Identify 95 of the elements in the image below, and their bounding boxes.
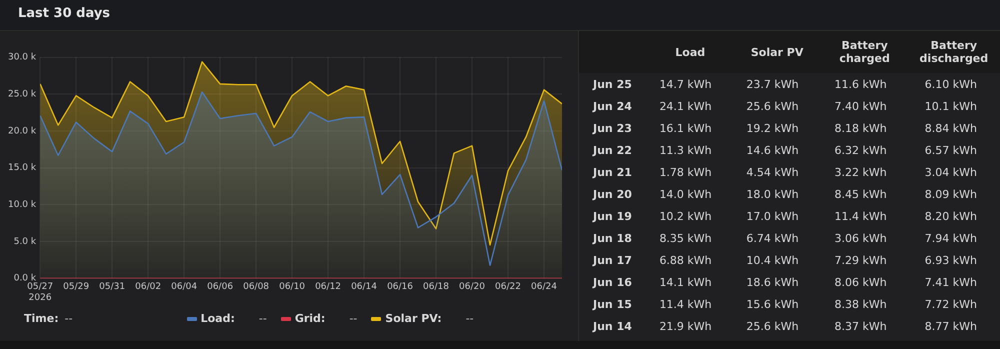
data-label: 19.2 kWh [745,120,800,136]
category-label: Jun 15 [591,296,633,312]
x-tick-label: 05/27 2026 [27,282,54,303]
data-label: 8.06 kWh [834,274,888,290]
data-label: 8.77 kWh [924,318,978,334]
legend-label: Grid: [294,312,326,325]
category-label: Jun 18 [591,230,633,246]
y-tick-label: 15.0 k [8,163,37,174]
text: Time: [24,312,59,325]
y-tick-label: 5.0 k [14,236,37,247]
data-label: 6.74 kWh [745,230,800,246]
data-label: 8.18 kWh [834,120,888,136]
data-label: 15.6 kWh [745,296,800,312]
x-tick-label: 06/18 [423,282,450,292]
data-label: 23.7 kWh [745,76,800,92]
data-label: 11.3 kWh [658,142,713,158]
text: Battery charged [838,38,891,67]
data-label: 8.09 kWh [924,186,978,202]
data-label: 8.84 kWh [924,120,978,136]
data-label: 7.40 kWh [834,98,888,114]
data-label: 11.6 kWh [834,76,888,92]
data-label: 3.22 kWh [834,164,888,180]
data-label: 6.32 kWh [834,142,888,158]
category-label: Jun 19 [591,208,633,224]
data-label: 7.72 kWh [924,296,978,312]
category-label: Jun 25 [591,76,633,92]
text: Solar PV [750,44,804,60]
data-label: 7.29 kWh [834,252,888,268]
text: Load [674,44,706,60]
y-tick-label: 30.0 k [8,52,37,63]
data-label: 14.0 kWh [658,186,713,202]
data-label: 25.6 kWh [745,318,800,334]
legend-label: Solar PV: [385,312,442,325]
data-label: 8.37 kWh [834,318,888,334]
x-tick-label: 05/31 [99,282,126,292]
data-label: 10.2 kWh [658,208,713,224]
data-label: 8.20 kWh [924,208,978,224]
data-label: 4.54 kWh [745,164,800,180]
data-label: 7.41 kWh [924,274,978,290]
y-tick-label: 25.0 k [8,90,37,100]
text: -- [466,312,474,325]
y-tick-label: 0.0 k [14,274,37,284]
x-tick-label: 06/20 [459,282,486,292]
x-tick-label: 06/06 [207,282,234,292]
data-label: 14.1 kWh [658,274,713,290]
data-label: 11.4 kWh [834,208,888,224]
data-label: 3.06 kWh [834,230,888,246]
data-label: 14.7 kWh [658,76,713,92]
data-label: 6.10 kWh [924,76,978,92]
data-label: 10.1 kWh [924,98,978,114]
data-label: 6.57 kWh [924,142,978,158]
x-tick-label: 06/12 [315,282,342,292]
x-tick-label: 06/04 [171,282,198,292]
category-label: Jun 17 [591,252,633,268]
x-tick-label: 06/14 [351,282,378,292]
data-label: 7.94 kWh [924,230,978,246]
legend-label: Load: [200,312,235,325]
text: Battery discharged [918,38,990,67]
data-label: 3.04 kWh [924,164,978,180]
x-tick-label: 06/24 [531,282,558,292]
data-label: 18.6 kWh [745,274,800,290]
data-label: 8.35 kWh [658,230,713,246]
category-label: Jun 20 [591,186,633,202]
data-label: 6.88 kWh [658,252,713,268]
data-label: 17.0 kWh [745,208,800,224]
category-label: Jun 16 [591,274,633,290]
data-label: 6.93 kWh [924,252,978,268]
y-tick-label: 10.0 k [8,200,37,210]
data-label: 24.1 kWh [658,98,713,114]
data-label: 1.78 kWh [658,164,713,180]
chart-title: Last 30 days [18,6,110,21]
data-label: 10.4 kWh [745,252,800,268]
data-label: 11.4 kWh [658,296,713,312]
data-label: 21.9 kWh [658,318,713,334]
x-tick-label: 06/22 [495,282,521,292]
category-label: Jun 23 [591,120,633,136]
x-tick-label: 06/08 [243,282,270,292]
data-label: 18.0 kWh [745,186,800,202]
x-tick-label: 06/10 [279,282,306,292]
y-tick-label: 20.0 k [8,126,37,136]
data-label: 8.38 kWh [834,296,888,312]
x-tick-label: 05/29 [63,282,90,292]
text: -- [258,312,267,325]
data-label: 14.6 kWh [745,142,800,158]
category-label: Jun 24 [591,98,633,114]
text: -- [64,312,74,325]
category-label: Jun 21 [591,164,633,180]
data-label: 8.45 kWh [834,186,888,202]
data-label: 16.1 kWh [658,120,713,136]
category-label: Jun 14 [591,318,633,334]
x-tick-label: 06/16 [387,282,414,292]
x-tick-label: 06/02 [135,282,162,292]
category-label: Jun 22 [591,142,633,158]
data-label: 25.6 kWh [745,98,800,114]
text: -- [349,312,358,325]
